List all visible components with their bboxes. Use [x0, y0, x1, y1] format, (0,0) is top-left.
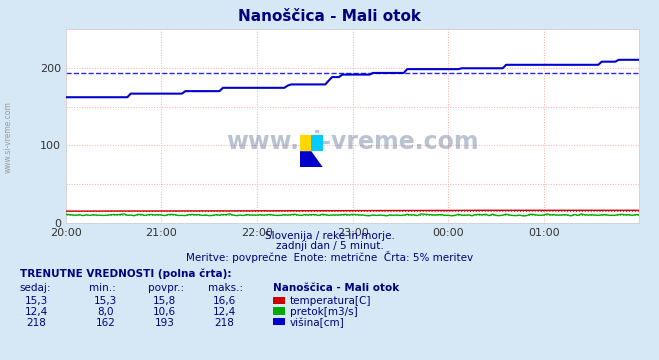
Polygon shape: [312, 135, 323, 151]
Text: 10,6: 10,6: [153, 307, 177, 317]
Text: 162: 162: [96, 318, 115, 328]
Text: sedaj:: sedaj:: [20, 283, 51, 293]
Text: Nanoščica - Mali otok: Nanoščica - Mali otok: [273, 283, 400, 293]
Text: Meritve: povprečne  Enote: metrične  Črta: 5% meritev: Meritve: povprečne Enote: metrične Črta:…: [186, 251, 473, 263]
Text: 12,4: 12,4: [212, 307, 236, 317]
Text: višina[cm]: višina[cm]: [290, 318, 345, 328]
Text: 193: 193: [155, 318, 175, 328]
Text: pretok[m3/s]: pretok[m3/s]: [290, 307, 358, 317]
Bar: [273, 297, 285, 304]
Text: www.si-vreme.com: www.si-vreme.com: [3, 101, 13, 173]
Text: TRENUTNE VREDNOSTI (polna črta):: TRENUTNE VREDNOSTI (polna črta):: [20, 268, 231, 279]
Text: zadnji dan / 5 minut.: zadnji dan / 5 minut.: [275, 241, 384, 251]
Text: 15,3: 15,3: [24, 296, 48, 306]
Text: www.si-vreme.com: www.si-vreme.com: [226, 130, 479, 154]
Text: 8,0: 8,0: [97, 307, 114, 317]
Bar: [273, 318, 285, 325]
Text: 218: 218: [214, 318, 234, 328]
Text: Slovenija / reke in morje.: Slovenija / reke in morje.: [264, 231, 395, 241]
Text: 15,8: 15,8: [153, 296, 177, 306]
Text: Nanoščica - Mali otok: Nanoščica - Mali otok: [238, 9, 421, 24]
Bar: [300, 135, 312, 151]
Text: povpr.:: povpr.:: [148, 283, 185, 293]
Text: min.:: min.:: [89, 283, 116, 293]
Text: temperatura[C]: temperatura[C]: [290, 296, 372, 306]
Bar: [273, 307, 285, 315]
Text: 12,4: 12,4: [24, 307, 48, 317]
Text: 16,6: 16,6: [212, 296, 236, 306]
Text: maks.:: maks.:: [208, 283, 243, 293]
Polygon shape: [300, 151, 323, 167]
Text: 218: 218: [26, 318, 46, 328]
Text: 15,3: 15,3: [94, 296, 117, 306]
